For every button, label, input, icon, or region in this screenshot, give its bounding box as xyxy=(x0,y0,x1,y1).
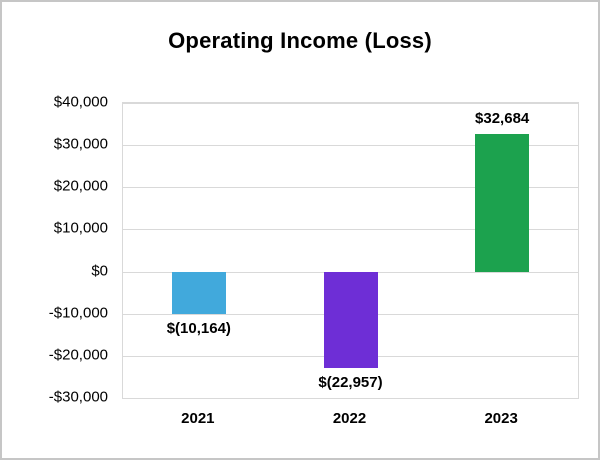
gridline xyxy=(123,145,578,147)
chart-title: Operating Income (Loss) xyxy=(168,28,432,53)
bar-2023 xyxy=(475,133,530,272)
gridline xyxy=(123,187,578,189)
y-tick-label: $20,000 xyxy=(53,177,108,195)
gridline xyxy=(123,103,578,104)
data-label-2021: $(10,164) xyxy=(166,320,231,338)
y-axis-labels: $40,000 $30,000 $20,000 $10,000 $0 -$10,000 -$… xyxy=(2,94,108,406)
x-axis-labels: 2021 2022 2023 xyxy=(122,410,577,434)
bar-2022 xyxy=(323,271,378,369)
data-label-2022: $(22,957) xyxy=(318,374,383,392)
bar-2021 xyxy=(171,271,226,315)
y-tick-label: $30,000 xyxy=(53,135,108,153)
gridline xyxy=(123,229,578,231)
x-tick-label-2023: 2023 xyxy=(484,410,518,427)
data-label-2023: $32,684 xyxy=(475,109,530,127)
y-tick-label: $40,000 xyxy=(53,93,108,111)
x-tick-label-2022: 2022 xyxy=(332,410,367,427)
y-tick-label: -$10,000 xyxy=(48,304,108,322)
y-tick-label: $0 xyxy=(91,262,108,280)
x-tick-label-2021: 2021 xyxy=(181,410,215,427)
y-tick-label: -$30,000 xyxy=(48,388,108,406)
y-tick-label: -$20,000 xyxy=(48,346,108,364)
plot-area: $(10,164) $(22,957) $32,684 xyxy=(122,102,579,399)
y-tick-label: $10,000 xyxy=(53,219,108,237)
gridline xyxy=(123,398,578,399)
